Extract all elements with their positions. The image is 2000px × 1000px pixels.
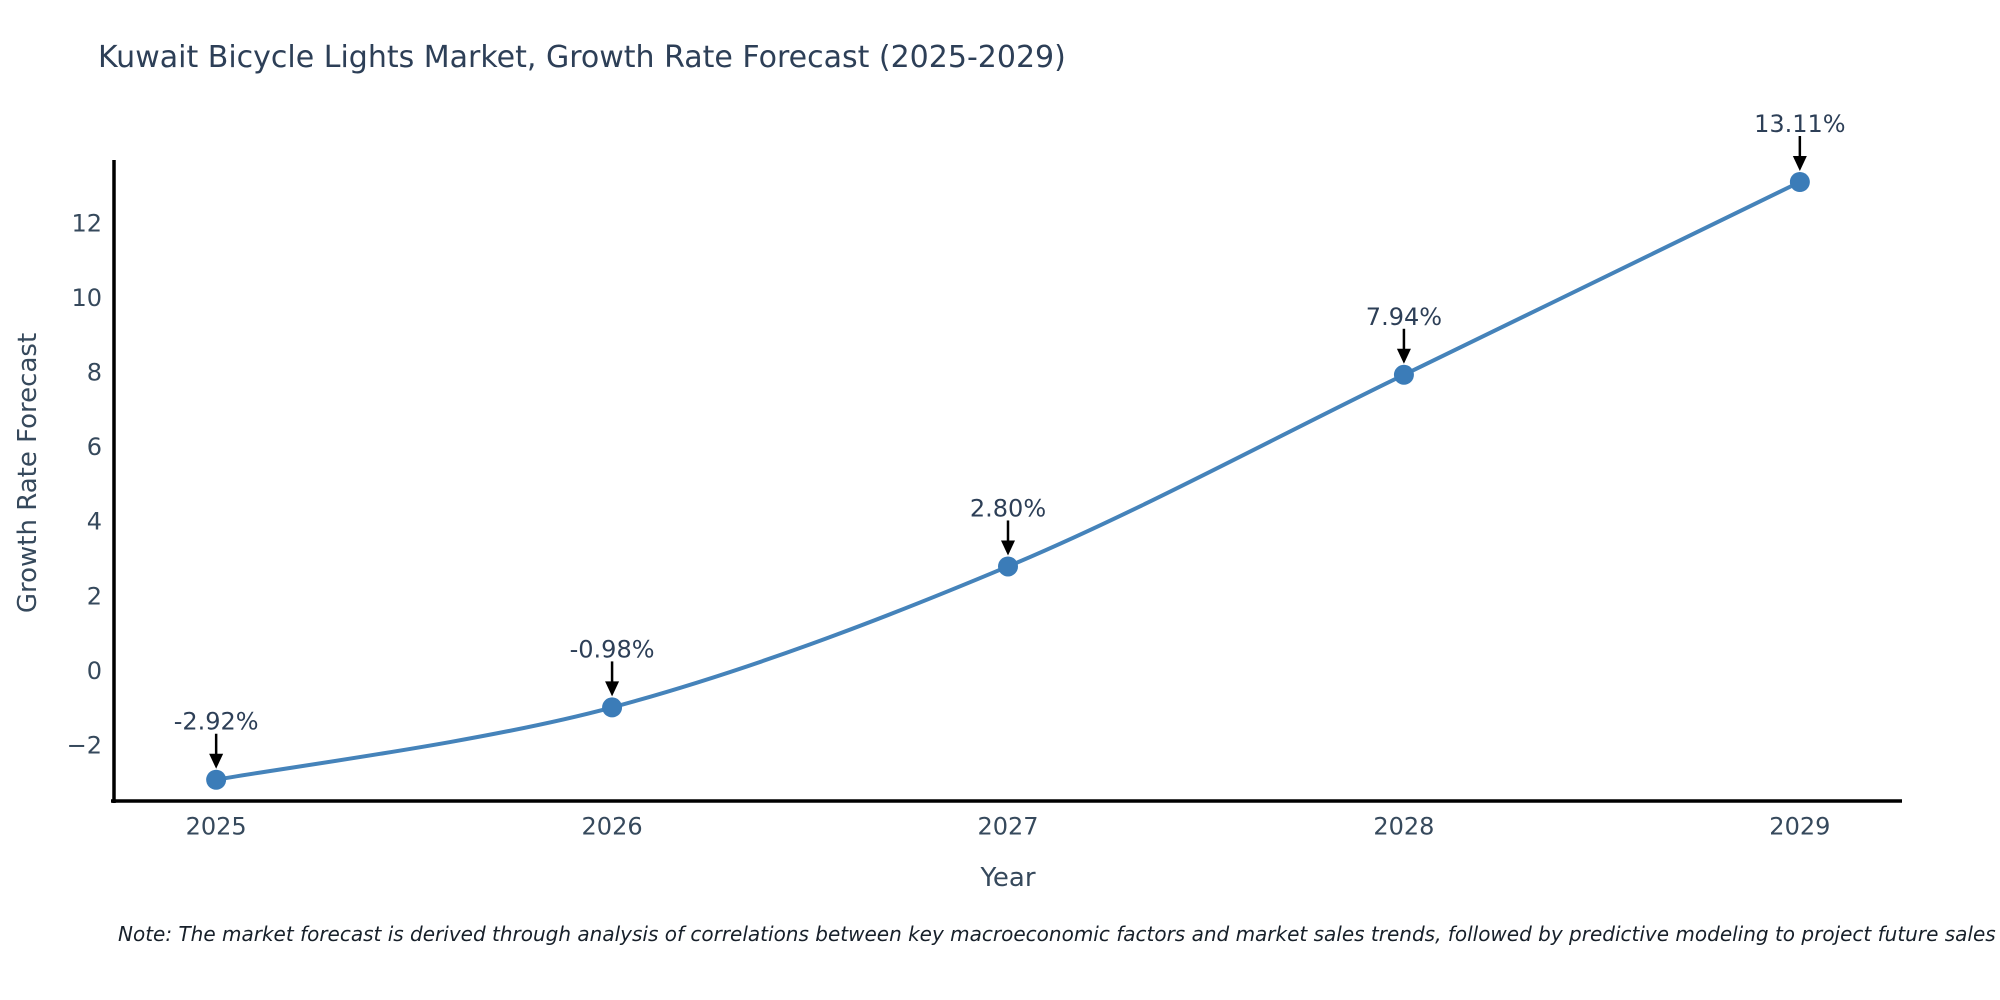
annotation-arrowhead — [605, 681, 620, 697]
y-tick-label: 10 — [71, 284, 102, 312]
annotation-arrowhead — [209, 753, 224, 769]
data-point-2029[interactable] — [1789, 172, 1810, 193]
y-tick-label: 12 — [71, 209, 102, 237]
y-tick-label: 0 — [87, 657, 102, 685]
x-tick-label: 2028 — [1373, 813, 1434, 841]
annotation-label-2027: 2.80% — [970, 494, 1046, 522]
y-tick-label: 4 — [87, 508, 102, 536]
y-tick-label: 6 — [87, 433, 102, 461]
x-axis-title: Year — [980, 863, 1036, 893]
x-tick-label: 2027 — [977, 813, 1038, 841]
annotation-arrowhead — [1396, 348, 1411, 364]
x-tick-label: 2025 — [186, 813, 247, 841]
trend-line — [214, 180, 1802, 782]
x-tick-label: 2026 — [582, 813, 643, 841]
data-point-2027[interactable] — [998, 556, 1018, 577]
x-tick-label: 2029 — [1769, 813, 1830, 841]
footnote: Note: The market forecast is derived thr… — [118, 922, 1996, 946]
y-tick-label: 2 — [87, 582, 102, 610]
annotation-arrowhead — [1001, 540, 1015, 556]
y-tick-label: −2 — [67, 731, 102, 759]
annotation-arrowhead — [1792, 156, 1807, 172]
annotation-label-2025: -2.92% — [174, 708, 259, 736]
annotation-label-2029: 13.11% — [1754, 110, 1846, 138]
data-point-2028[interactable] — [1393, 364, 1414, 385]
data-point-2026[interactable] — [602, 697, 623, 718]
data-point-2025[interactable] — [206, 769, 227, 790]
annotation-label-2026: -0.98% — [570, 635, 655, 663]
chart-title: Kuwait Bicycle Lights Market, Growth Rat… — [98, 40, 1066, 75]
annotation-label-2028: 7.94% — [1366, 303, 1442, 331]
y-tick-label: 8 — [87, 359, 102, 387]
